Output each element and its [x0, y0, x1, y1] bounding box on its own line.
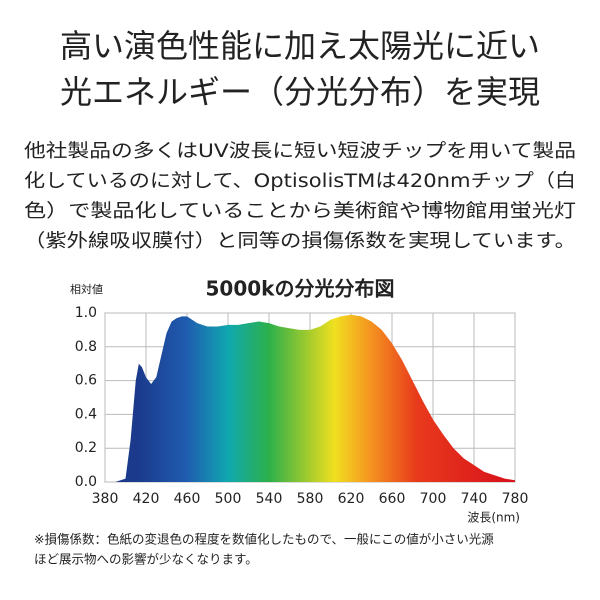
x-tick-label: 460 [174, 491, 201, 507]
chart-title: 5000kの分光分布図 [206, 277, 395, 301]
headline: 高い演色性能に加え太陽光に近い [60, 27, 540, 65]
y-tick-label: 0.2 [75, 440, 97, 456]
x-tick-label: 540 [256, 491, 283, 507]
x-tick-label: 580 [297, 491, 324, 507]
y-tick-label: 0.8 [75, 339, 97, 355]
x-tick-label: 420 [133, 491, 160, 507]
x-tick-label: 780 [502, 491, 529, 507]
x-tick-label: 660 [379, 491, 406, 507]
body-text: 他社製品の多くはUV波長に短い短波チップを用いて製品 [24, 141, 576, 162]
spectrum-area [115, 314, 515, 482]
y-tick-label: 0.4 [75, 406, 97, 422]
headline: 光エネルギー（分光分布）を実現 [60, 73, 540, 111]
note-text: ※損傷係数：色紙の変退色の程度を数値化したもので、一般にこの値が小さい光源 [34, 532, 494, 547]
body-text: （紫外線吸収膜付）と同等の損傷係数を実現しています。 [24, 231, 576, 252]
x-tick-label: 500 [215, 491, 242, 507]
x-axis-label: 波長(nm) [467, 511, 520, 525]
y-tick-label: 0.0 [75, 474, 97, 490]
note-text: ほど展示物への影響が少なくなります。 [34, 552, 258, 567]
y-tick-label: 0.6 [75, 373, 97, 389]
body-text: 色）で製品化していることから美術館や博物館用蛍光灯 [24, 201, 576, 222]
body-text: 化しているのに対して、OptisolisTMは420nmチップ（白 [24, 171, 576, 192]
y-tick-label: 1.0 [75, 305, 97, 321]
x-tick-label: 380 [92, 491, 119, 507]
x-tick-label: 740 [461, 491, 488, 507]
x-tick-label: 700 [420, 491, 447, 507]
x-tick-label: 620 [338, 491, 365, 507]
y-axis-label: 相対値 [70, 282, 103, 296]
